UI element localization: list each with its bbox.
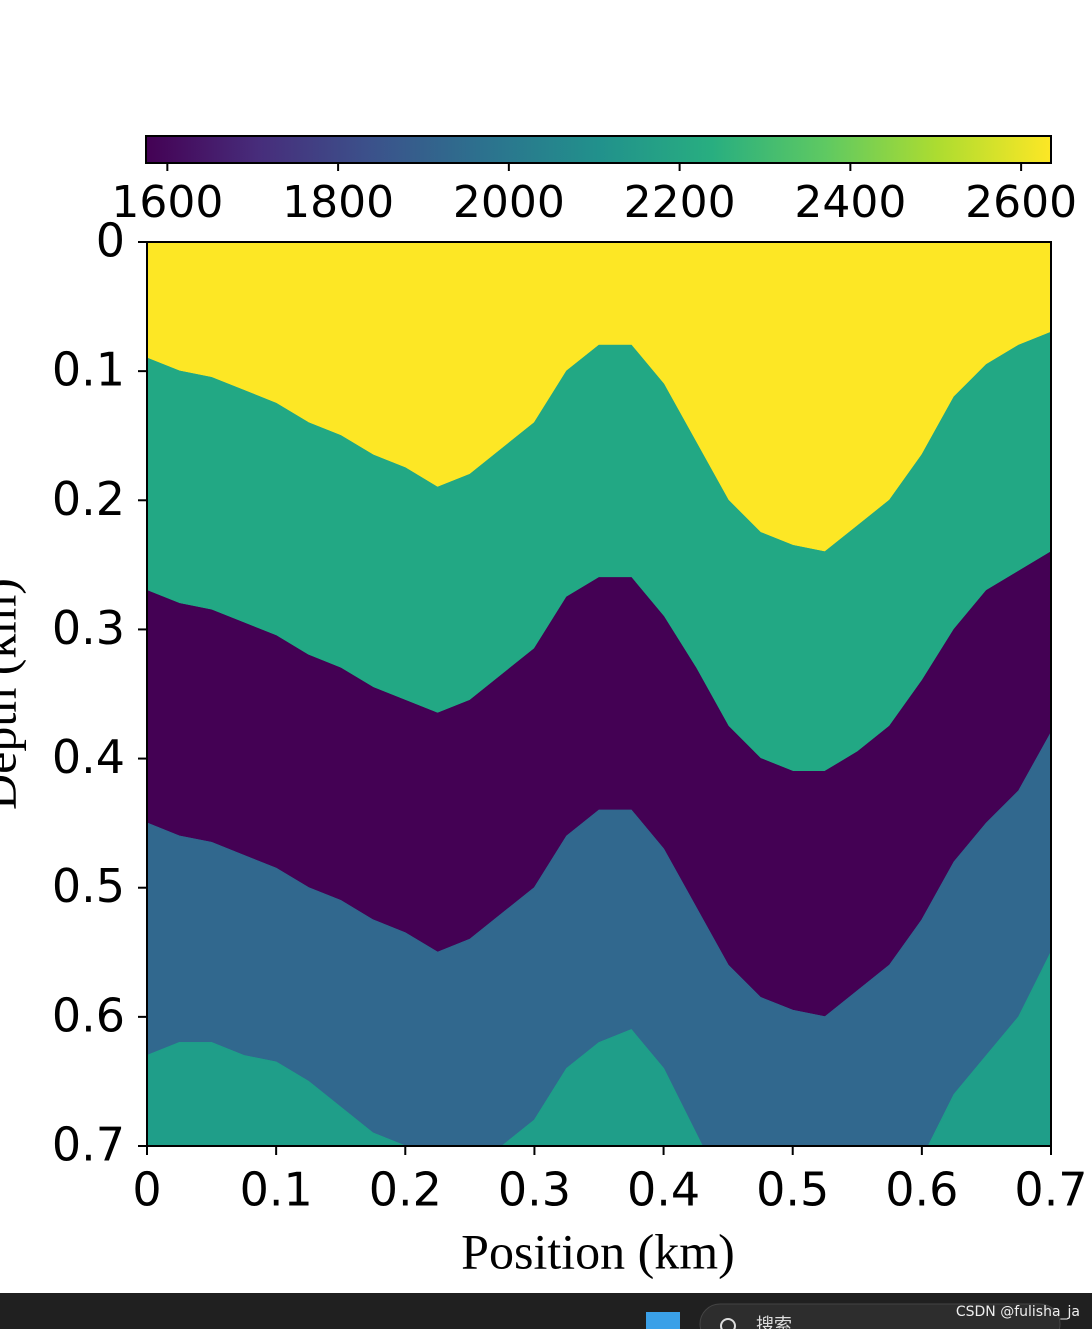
y-tick-label: 0.3	[52, 601, 125, 655]
colorbar-tick-label: 2600	[965, 177, 1077, 228]
x-tick-label: 0.6	[885, 1163, 958, 1217]
watermark: CSDN @fulisha_ja	[956, 1304, 1080, 1320]
x-tick-label: 0.3	[498, 1163, 571, 1217]
colorbar	[145, 135, 1052, 164]
x-axis-label: Position (km)	[461, 1223, 735, 1279]
x-tick-label: 0.1	[240, 1163, 313, 1217]
layer-boundary	[147, 331, 1051, 553]
layer-boundary	[147, 551, 1051, 772]
y-tick-label: 0.7	[52, 1118, 125, 1172]
y-tick-label: 0.5	[52, 859, 125, 913]
search-text: 搜索	[756, 1315, 792, 1329]
colorbar-tick-label: 2200	[624, 177, 736, 228]
layer-boundary	[147, 732, 1051, 1018]
y-axis-label: Depth (km)	[0, 578, 26, 810]
colorbar-tick-label: 1600	[111, 177, 223, 228]
colorbar-tick-label: 2000	[453, 177, 565, 228]
y-tick-label: 0.6	[52, 988, 125, 1042]
axes-frame	[146, 241, 1052, 1147]
start-icon[interactable]	[646, 1312, 680, 1329]
colorbar-tick-label: 1800	[282, 177, 394, 228]
x-tick-label: 0.7	[1014, 1163, 1087, 1217]
search-icon	[720, 1318, 736, 1329]
colorbar-tick-label: 2400	[794, 177, 906, 228]
plot-area	[147, 242, 1051, 1146]
y-tick-label: 0.4	[52, 730, 125, 784]
layer-boundary	[147, 952, 1051, 1146]
layer	[147, 952, 1051, 1146]
y-tick-label: 0.2	[52, 472, 125, 526]
x-tick-label: 0.2	[369, 1163, 442, 1217]
x-tick-label: 0.5	[756, 1163, 829, 1217]
search-box[interactable]	[699, 1303, 1061, 1329]
y-tick-label: 0.1	[52, 343, 125, 397]
y-tick-label: 0	[96, 214, 125, 268]
x-tick-label: 0	[132, 1163, 161, 1217]
x-tick-label: 0.4	[627, 1163, 700, 1217]
